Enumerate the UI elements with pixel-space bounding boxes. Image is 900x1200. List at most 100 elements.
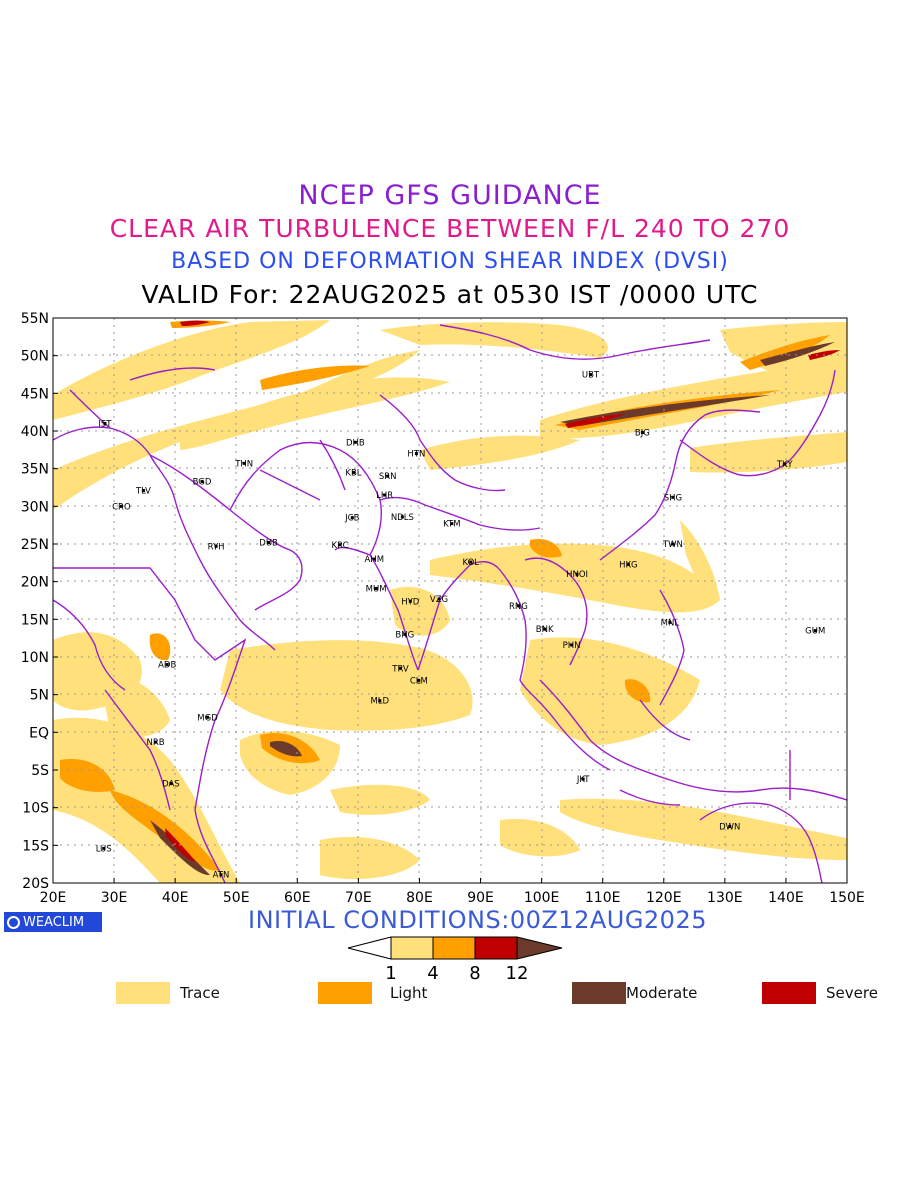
- station-dot: [119, 504, 123, 508]
- station-marker: MLD: [370, 697, 389, 707]
- station-code: DHB: [346, 438, 365, 448]
- station-code: ADB: [158, 661, 176, 671]
- station-code: SRN: [379, 472, 397, 482]
- station-marker: NRB: [147, 738, 165, 748]
- station-marker: MNL: [661, 618, 680, 628]
- station-code: THN: [234, 459, 253, 469]
- station-dot: [378, 699, 382, 703]
- station-dot: [200, 479, 204, 483]
- station-marker: THN: [234, 459, 253, 469]
- station-code: HKG: [619, 560, 638, 570]
- station-dot: [575, 572, 579, 576]
- lon-tick-label: 150E: [829, 890, 865, 906]
- station-dot: [668, 620, 672, 624]
- station-dot: [242, 461, 246, 465]
- station-code: HNOI: [566, 570, 588, 580]
- station-marker: LUS: [96, 844, 112, 854]
- station-code: MNL: [661, 618, 680, 628]
- station-marker: UBT: [582, 371, 600, 381]
- station-code: BNK: [536, 625, 554, 635]
- lat-tick-label: 15N: [21, 612, 49, 628]
- initial-conditions: INITIAL CONDITIONS:00Z12AUG2025: [247, 906, 707, 934]
- lat-tick-label: 20N: [21, 575, 49, 591]
- lon-tick-label: 40E: [162, 890, 189, 906]
- station-code: PHN: [563, 641, 581, 651]
- station-code: ATN: [213, 871, 230, 881]
- lat-tick-label: 15S: [22, 838, 49, 854]
- station-code: AHM: [364, 555, 384, 565]
- chart-title: NCEP GFS GUIDANCE: [298, 180, 602, 211]
- station-code: DWN: [719, 823, 740, 833]
- lon-tick-label: 70E: [345, 890, 372, 906]
- lat-tick-label: 50N: [21, 349, 49, 365]
- chart-index-description: BASED ON DEFORMATION SHEAR INDEX (DVSI): [171, 249, 729, 274]
- station-marker: ADB: [158, 661, 176, 671]
- station-code: TRV: [391, 664, 409, 674]
- station-dot: [338, 543, 342, 547]
- station-dot: [400, 515, 404, 519]
- station-marker: AHM: [364, 555, 384, 565]
- station-dot: [570, 643, 574, 647]
- lon-tick-label: 50E: [223, 890, 250, 906]
- lat-tick-label: 55N: [21, 311, 49, 327]
- station-dot: [408, 599, 412, 603]
- station-code: TKY: [776, 460, 793, 470]
- station-code: RNG: [509, 602, 528, 612]
- legend-swatch-moderate: [572, 982, 626, 1004]
- station-code: HYD: [401, 597, 420, 607]
- lat-tick-label: EQ: [29, 725, 49, 741]
- station-dot: [350, 516, 354, 520]
- station-marker: HNOI: [566, 570, 588, 580]
- lon-tick-label: 100E: [524, 890, 560, 906]
- station-dot: [403, 632, 407, 636]
- station-dot: [671, 542, 675, 546]
- lat-tick-label: 40N: [21, 424, 49, 440]
- station-dot: [154, 740, 158, 744]
- lon-tick-label: 140E: [768, 890, 804, 906]
- station-code: RYH: [208, 542, 225, 552]
- coastlines-boundaries: [53, 324, 847, 883]
- station-dot: [399, 666, 403, 670]
- station-dot: [141, 489, 145, 493]
- lat-tick-label: 30N: [21, 499, 49, 515]
- logo-circle-icon: [7, 915, 20, 929]
- station-dot: [214, 544, 218, 548]
- station-dot: [437, 597, 441, 601]
- station-dot: [353, 440, 357, 444]
- station-code: DUB: [259, 538, 278, 548]
- lon-tick-label: 80E: [406, 890, 433, 906]
- lat-tick-label: 10N: [21, 650, 49, 666]
- station-code: CRO: [112, 502, 131, 512]
- legend-label-severe: Severe: [826, 984, 878, 1002]
- station-marker: ATN: [213, 871, 230, 881]
- lat-tick-label: 20S: [22, 876, 49, 892]
- station-marker: MUM: [366, 584, 387, 594]
- station-marker: KBL: [345, 468, 361, 478]
- chart-subtitle: CLEAR AIR TURBULENCE BETWEEN F/L 240 TO …: [109, 214, 791, 243]
- station-dot: [469, 560, 473, 564]
- latitude-axis: 55N 50N 45N 40N 35N 30N 25N 20N 15N 10N 5N EQ 5S 10S 1…: [21, 311, 58, 892]
- station-code: NDLS: [391, 513, 414, 523]
- station-marker: JKT: [576, 775, 590, 785]
- station-code: KTM: [443, 520, 460, 530]
- station-marker: TRV: [391, 664, 409, 674]
- lon-tick-label: 60E: [284, 890, 311, 906]
- station-dot: [372, 557, 376, 561]
- station-marker: DUB: [259, 538, 278, 548]
- station-marker: TLV: [135, 487, 151, 497]
- weaclim-logo: WEACLIM: [4, 912, 102, 932]
- station-marker: KTM: [443, 520, 460, 530]
- station-dot: [103, 421, 107, 425]
- station-marker: VZG: [430, 595, 448, 605]
- station-dot: [165, 663, 169, 667]
- logo-text: WEACLIM: [23, 914, 85, 930]
- station-code: JKT: [576, 775, 590, 785]
- station-dot: [417, 678, 421, 682]
- longitude-axis: 20E 30E 40E 50E 60E 70E 80E 90E 100E 110E 120E 130E…: [40, 878, 865, 906]
- station-dot: [267, 540, 271, 544]
- lat-tick-label: 10S: [22, 801, 49, 817]
- station-marker: RNG: [509, 602, 528, 612]
- legend-label-light: Light: [390, 984, 428, 1002]
- station-marker: KRC: [332, 541, 349, 551]
